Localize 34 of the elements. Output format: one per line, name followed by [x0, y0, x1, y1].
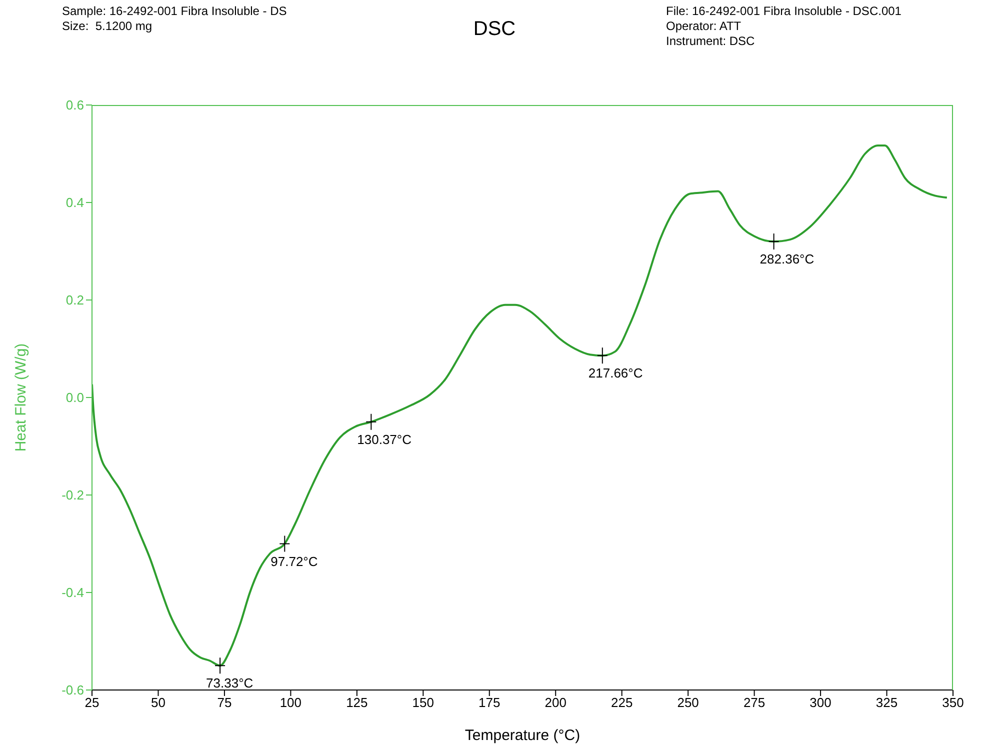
x-tick-label: 200 [544, 695, 566, 710]
x-tick-label: 75 [217, 695, 232, 710]
y-tick-label: 0.2 [66, 292, 84, 308]
y-tick-label: -0.6 [62, 682, 84, 698]
y-tick-label: 0.0 [66, 390, 84, 406]
y-tick-label: -0.4 [62, 585, 84, 600]
x-tick-label: 325 [876, 695, 898, 710]
x-tick-label: 275 [743, 695, 766, 710]
x-tick-label: 225 [610, 695, 633, 710]
x-tick-label: 250 [677, 695, 699, 710]
x-tick-label: 25 [84, 695, 100, 710]
text: Size: 5.1200 mg [62, 19, 154, 34]
x-tick-label: 125 [346, 695, 368, 710]
y-tick-label: 0.4 [66, 195, 84, 210]
chart-title: DSC [473, 18, 516, 40]
text: Sample: 16-2492-001 Fibra Insoluble - DS [62, 4, 287, 19]
x-tick-label: 175 [478, 695, 500, 710]
y-tick-label: 0.6 [66, 98, 84, 113]
annotation: 217.66°C [588, 366, 643, 381]
x-tick-label: 50 [150, 695, 166, 710]
y-tick-label: -0.2 [62, 488, 84, 503]
text: Operator: ATT [666, 19, 742, 34]
annotation: 130.37°C [357, 432, 412, 447]
x-tick-label: 350 [942, 695, 964, 710]
x-tick-label: 300 [810, 695, 832, 710]
x-tick-label: 150 [412, 695, 434, 710]
x-axis-title: Temperature (°C) [464, 727, 580, 744]
text: Instrument: DSC [666, 34, 756, 49]
annotation: 73.33°C [206, 676, 254, 691]
annotation: 97.72°C [270, 554, 318, 569]
text: File: 16-2492-001 Fibra Insoluble - DSC.001 [666, 4, 902, 19]
annotation: 282.36°C [760, 252, 814, 266]
y-axis-title: Heat Flow (W/g) [12, 343, 30, 452]
x-tick-label: 100 [280, 695, 302, 710]
